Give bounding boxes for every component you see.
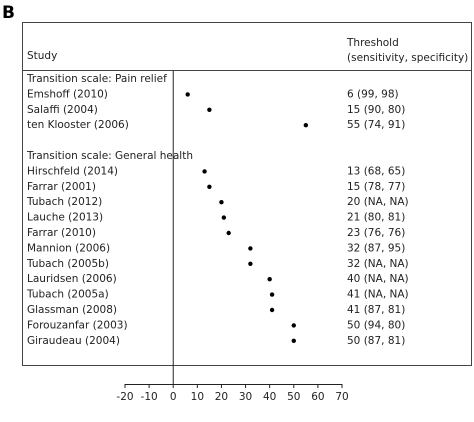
value-label: 32 (NA, NA) xyxy=(347,258,409,270)
value-label: 55 (74, 91) xyxy=(347,119,405,131)
value-label: 20 (NA, NA) xyxy=(347,196,409,208)
study-label: Hirschfeld (2014) xyxy=(27,165,118,177)
study-label: Lauche (2013) xyxy=(27,212,103,224)
point xyxy=(269,307,275,313)
value-label: 50 (94, 80) xyxy=(347,319,405,331)
value-label: 41 (NA, NA) xyxy=(347,289,409,301)
x-tick-label: 0 xyxy=(170,391,177,403)
x-tick-label: 40 xyxy=(263,391,276,403)
study-label: Farrar (2010) xyxy=(27,227,96,239)
study-label: ten Klooster (2006) xyxy=(27,119,129,131)
threshold-header: Threshold xyxy=(346,37,399,49)
point xyxy=(221,215,227,220)
point xyxy=(248,246,253,251)
value-label: 6 (99, 98) xyxy=(347,88,399,100)
point xyxy=(291,338,296,343)
value-label: 32 (87, 95) xyxy=(347,242,405,254)
study-label: Tubach (2012) xyxy=(26,196,102,208)
value-label: 15 (90, 80) xyxy=(347,104,405,116)
value-label: 13 (68, 65) xyxy=(347,165,405,177)
study-label: Tubach (2005a) xyxy=(26,289,109,301)
study-label: Tubach (2005b) xyxy=(26,258,109,270)
x-tick-label: 60 xyxy=(311,391,324,403)
point xyxy=(269,292,275,297)
point xyxy=(219,200,224,205)
value-label: 40 (NA, NA) xyxy=(347,273,409,285)
group-label: Transition scale: Pain relief xyxy=(26,73,167,85)
study-label: Salaffi (2004) xyxy=(27,104,98,116)
study-label: Lauridsen (2006) xyxy=(27,273,117,285)
point xyxy=(185,92,190,97)
study-header: Study xyxy=(27,50,57,62)
study-label: Giraudeau (2004) xyxy=(27,335,120,347)
study-label: Emshoff (2010) xyxy=(27,88,108,100)
x-tick-label: -20 xyxy=(116,391,133,403)
point xyxy=(291,323,296,328)
value-label: 50 (87, 81) xyxy=(347,335,405,347)
point xyxy=(207,184,212,189)
study-label: Mannion (2006) xyxy=(27,242,110,254)
study-label: Glassman (2008) xyxy=(27,304,117,316)
point xyxy=(303,123,309,128)
value-label: 15 (78, 77) xyxy=(347,181,405,193)
panel-frame xyxy=(22,22,472,366)
panel-label: B xyxy=(2,3,15,23)
point xyxy=(267,277,272,282)
study-label: Farrar (2001) xyxy=(27,181,96,193)
study-label: Forouzanfar (2003) xyxy=(27,319,128,331)
x-tick-label: 10 xyxy=(191,391,204,403)
x-tick-label: -10 xyxy=(141,391,158,403)
threshold-subheader: (sensitivity, specificity) xyxy=(347,52,468,64)
x-tick-label: 20 xyxy=(215,391,228,403)
point xyxy=(226,230,231,236)
value-label: 23 (76, 76) xyxy=(347,227,405,239)
point xyxy=(207,107,212,113)
value-label: 21 (80, 81) xyxy=(347,212,405,224)
point xyxy=(202,169,207,174)
x-tick-label: 30 xyxy=(239,391,252,403)
group-label: Transition scale: General health xyxy=(26,150,193,162)
x-tick-label: 70 xyxy=(335,391,348,403)
value-label: 41 (87, 81) xyxy=(347,304,405,316)
point xyxy=(248,261,253,266)
x-tick-label: 50 xyxy=(287,391,300,403)
